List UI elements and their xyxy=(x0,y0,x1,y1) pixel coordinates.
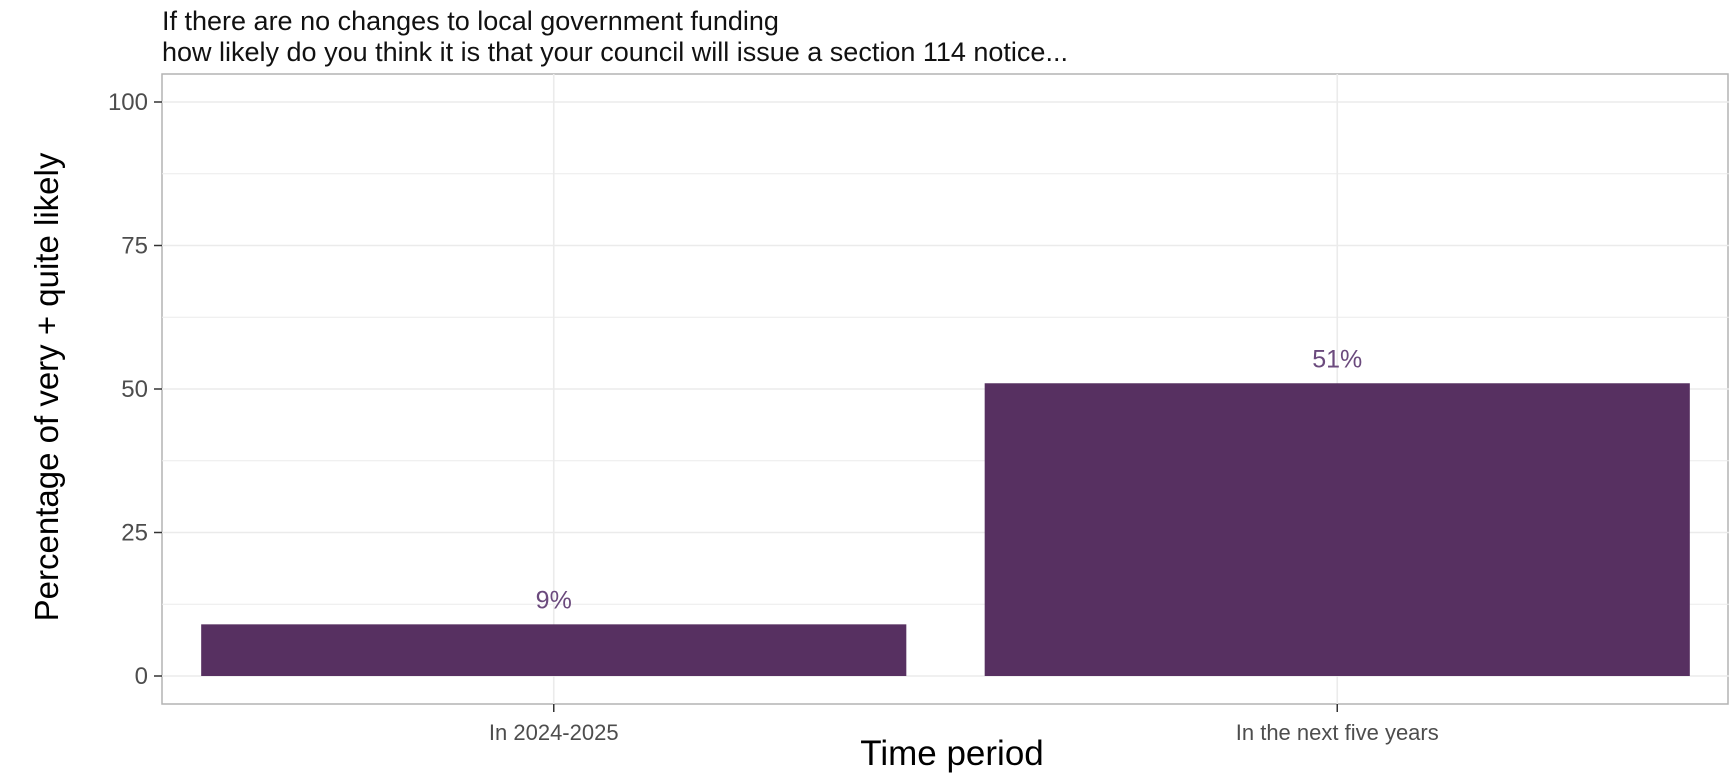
y-tick-label: 100 xyxy=(108,89,148,116)
data-labels: 9% 51% xyxy=(536,345,1363,614)
x-axis-ticks: In 2024-2025 In the next five years xyxy=(489,704,1439,745)
bar xyxy=(984,383,1690,676)
y-tick-label: 50 xyxy=(121,376,148,403)
data-label: 51% xyxy=(1312,345,1362,373)
bar xyxy=(201,624,907,676)
y-tick-label: 25 xyxy=(121,520,148,547)
chart-title-line-1: If there are no changes to local governm… xyxy=(162,6,779,36)
chart-title: If there are no changes to local governm… xyxy=(162,6,1068,67)
data-label: 9% xyxy=(536,586,572,614)
x-tick-label: In the next five years xyxy=(1236,720,1439,745)
y-tick-label: 0 xyxy=(135,663,148,690)
x-axis-title: Time period xyxy=(860,734,1044,773)
chart-title-line-2: how likely do you think it is that your … xyxy=(162,37,1068,67)
y-axis-title: Percentage of very + quite likely xyxy=(28,152,65,621)
y-tick-label: 75 xyxy=(121,233,148,260)
bars xyxy=(201,383,1690,676)
x-tick-label: In 2024-2025 xyxy=(489,720,619,745)
y-axis-ticks: 0 25 50 75 100 xyxy=(108,89,162,690)
